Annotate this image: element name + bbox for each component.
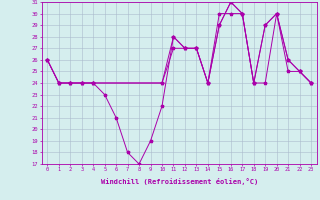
X-axis label: Windchill (Refroidissement éolien,°C): Windchill (Refroidissement éolien,°C) bbox=[100, 178, 258, 185]
